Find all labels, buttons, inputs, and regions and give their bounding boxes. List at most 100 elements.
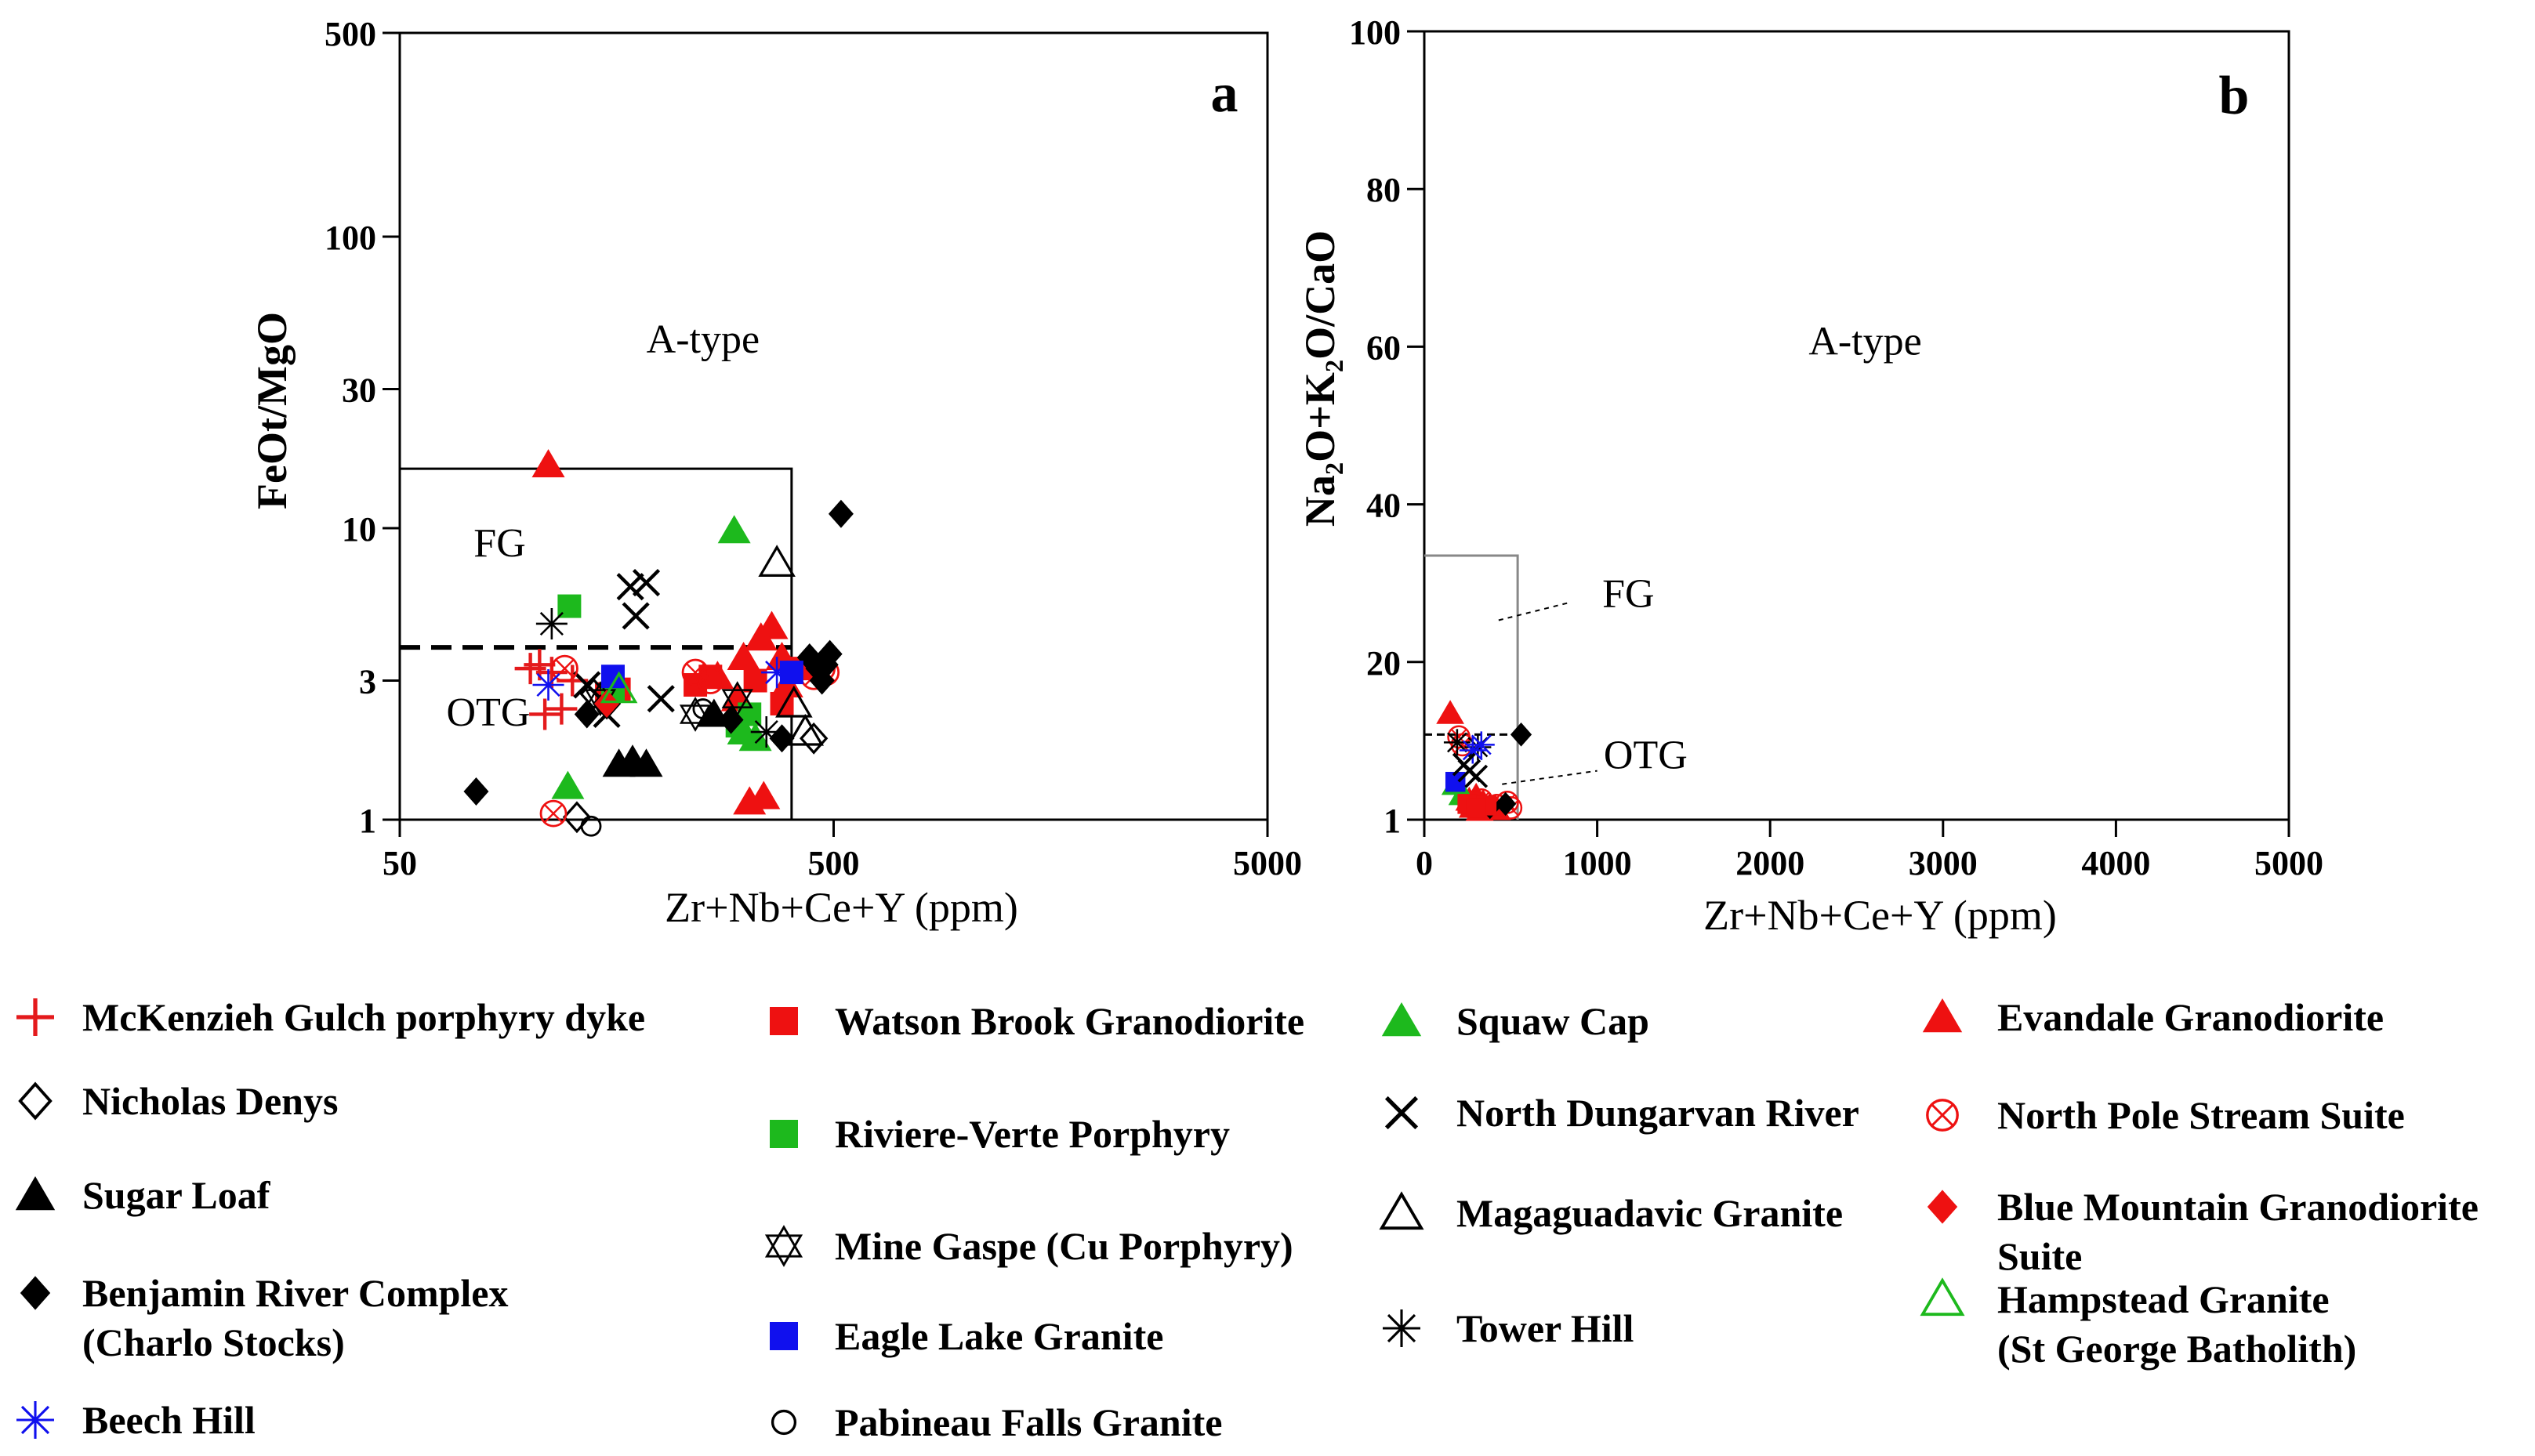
y-tick-label-a: 1 [359, 802, 376, 840]
legend-label: Evandale Granodiorite [1997, 995, 2384, 1039]
data-point-a [744, 622, 778, 651]
data-point-b [1464, 764, 1489, 788]
data-point-a [580, 815, 602, 837]
region-label-b: OTG [1604, 733, 1688, 778]
data-point-a [514, 653, 546, 685]
legend-label: Beech Hill [82, 1398, 256, 1442]
region-label-a: A-type [647, 317, 760, 362]
legend-label: Benjamin River Complex [82, 1271, 508, 1315]
legend-label: North Dungarvan River [1456, 1091, 1859, 1135]
plot-frame-b [1423, 30, 2290, 821]
y-tick-label-b: 60 [1366, 328, 1401, 367]
data-point-a [551, 770, 585, 799]
x-tick-label-b: 1000 [1563, 844, 1632, 882]
data-point-a [629, 748, 663, 777]
legend-label-continued: (St George Batholith) [1997, 1327, 2356, 1371]
legend-item: Nicholas Denys [18, 1079, 338, 1123]
data-point-a [809, 666, 835, 695]
data-point-a [622, 602, 650, 630]
legend-marker [1927, 1190, 1958, 1224]
y-axis-title-a: FeOt/MgO [248, 312, 296, 509]
legend-item: Beech Hill [16, 1398, 256, 1442]
legend-label: Eagle Lake Granite [835, 1314, 1163, 1358]
legend-marker [1379, 1191, 1424, 1230]
legend-marker [1920, 1277, 1965, 1317]
data-point-a [717, 515, 751, 544]
region-label-a: OTG [447, 690, 531, 735]
panel-label-a: a [1211, 63, 1238, 124]
data-point-b [1436, 700, 1464, 724]
data-point-a [532, 668, 564, 701]
legend-label: Mine Gaspe (Cu Porphyry) [835, 1224, 1293, 1268]
data-point-b [1466, 798, 1486, 818]
legend-label: McKenzieh Gulch porphyry dyke [82, 995, 645, 1039]
x-axis-title-a: Zr+Nb+Ce+Y (ppm) [665, 884, 1018, 931]
legend-item: North Dungarvan River [1384, 1091, 1859, 1135]
legend-marker [771, 1409, 797, 1436]
data-point-a [747, 781, 781, 809]
legend-item: Evandale Granodiorite [1922, 995, 2384, 1039]
legend-item: Tower Hill [1383, 1306, 1634, 1350]
data-point-a [574, 700, 600, 729]
legend-marker [770, 1007, 798, 1035]
y-axis-title-b: Na₂O+K₂O/CaO [1297, 230, 1344, 527]
legend-marker [1926, 1099, 1959, 1132]
legend-label: Sugar Loaf [82, 1173, 271, 1217]
y-tick-label-b: 1 [1384, 802, 1401, 840]
legend-item: Mine Gaspe (Cu Porphyry) [764, 1224, 1293, 1268]
data-point-a [721, 681, 753, 717]
legend-marker [1383, 1309, 1420, 1347]
data-point-a [750, 716, 782, 748]
legend-label: North Pole Stream Suite [1997, 1093, 2405, 1137]
panel-a-chart: 1 3 10 30 100 500 50 500 5000 Zr+Nb+Ce+Y (ppm) FeO… [248, 15, 1302, 931]
y-tick-label-b: 80 [1366, 171, 1401, 209]
legend-marker [15, 1176, 56, 1211]
legend-item: Blue Mountain Granodiorite Suite [1927, 1185, 2479, 1278]
region-label-a: FG [473, 521, 525, 566]
x-tick-label-a: 50 [383, 844, 417, 882]
legend-marker [16, 998, 54, 1036]
legend-marker [18, 1081, 53, 1121]
legend-item: Benjamin River Complex (Charlo Stocks) [20, 1271, 508, 1364]
data-point-b [1443, 729, 1471, 756]
legend-item: Sugar Loaf [15, 1173, 271, 1217]
region-label-b: FG [1602, 571, 1654, 616]
legend-label: Tower Hill [1456, 1306, 1634, 1350]
data-point-a [786, 713, 825, 746]
data-point-a [562, 801, 592, 834]
legend-label: Blue Mountain Granodiorite [1997, 1185, 2479, 1229]
data-point-a [800, 722, 829, 755]
region-label-b: A-type [1808, 319, 1921, 364]
legend-item: Pabineau Falls Granite [771, 1400, 1222, 1444]
x-tick-label-b: 3000 [1909, 844, 1978, 882]
otg-leader-line-b [1502, 770, 1598, 785]
legend-marker [770, 1322, 798, 1350]
legend-label: Nicholas Denys [82, 1079, 338, 1123]
data-point-a [718, 705, 744, 734]
legend-marker [764, 1225, 803, 1267]
x-tick-label-a: 5000 [1233, 844, 1302, 882]
fg-leader-line-b [1498, 601, 1572, 621]
data-point-a [761, 657, 793, 689]
x-axis-title-b: Zr+Nb+Ce+Y (ppm) [1703, 892, 2057, 939]
y-tick-label-a: 10 [342, 510, 376, 549]
x-tick-label-b: 2000 [1735, 844, 1804, 882]
legend-marker [20, 1276, 51, 1310]
data-point-a [535, 607, 568, 639]
data-point-a [828, 499, 854, 528]
legend-item: Riviere-Verte Porphyry [770, 1112, 1230, 1156]
legend-label: Squaw Cap [1456, 999, 1649, 1043]
data-point-a [692, 698, 714, 719]
legend-marker [1922, 998, 1963, 1033]
data-point-a [796, 643, 822, 672]
data-point-a [681, 658, 709, 686]
legend-item: Eagle Lake Granite [770, 1314, 1163, 1358]
legend-marker [1381, 1002, 1422, 1037]
legend-item: Magaguadavic Granite [1379, 1191, 1843, 1235]
data-point-a [738, 723, 772, 752]
panel-label-b: b [2219, 66, 2250, 126]
data-point-a [539, 799, 568, 828]
legend-label: Hampstead Granite [1997, 1277, 2330, 1321]
